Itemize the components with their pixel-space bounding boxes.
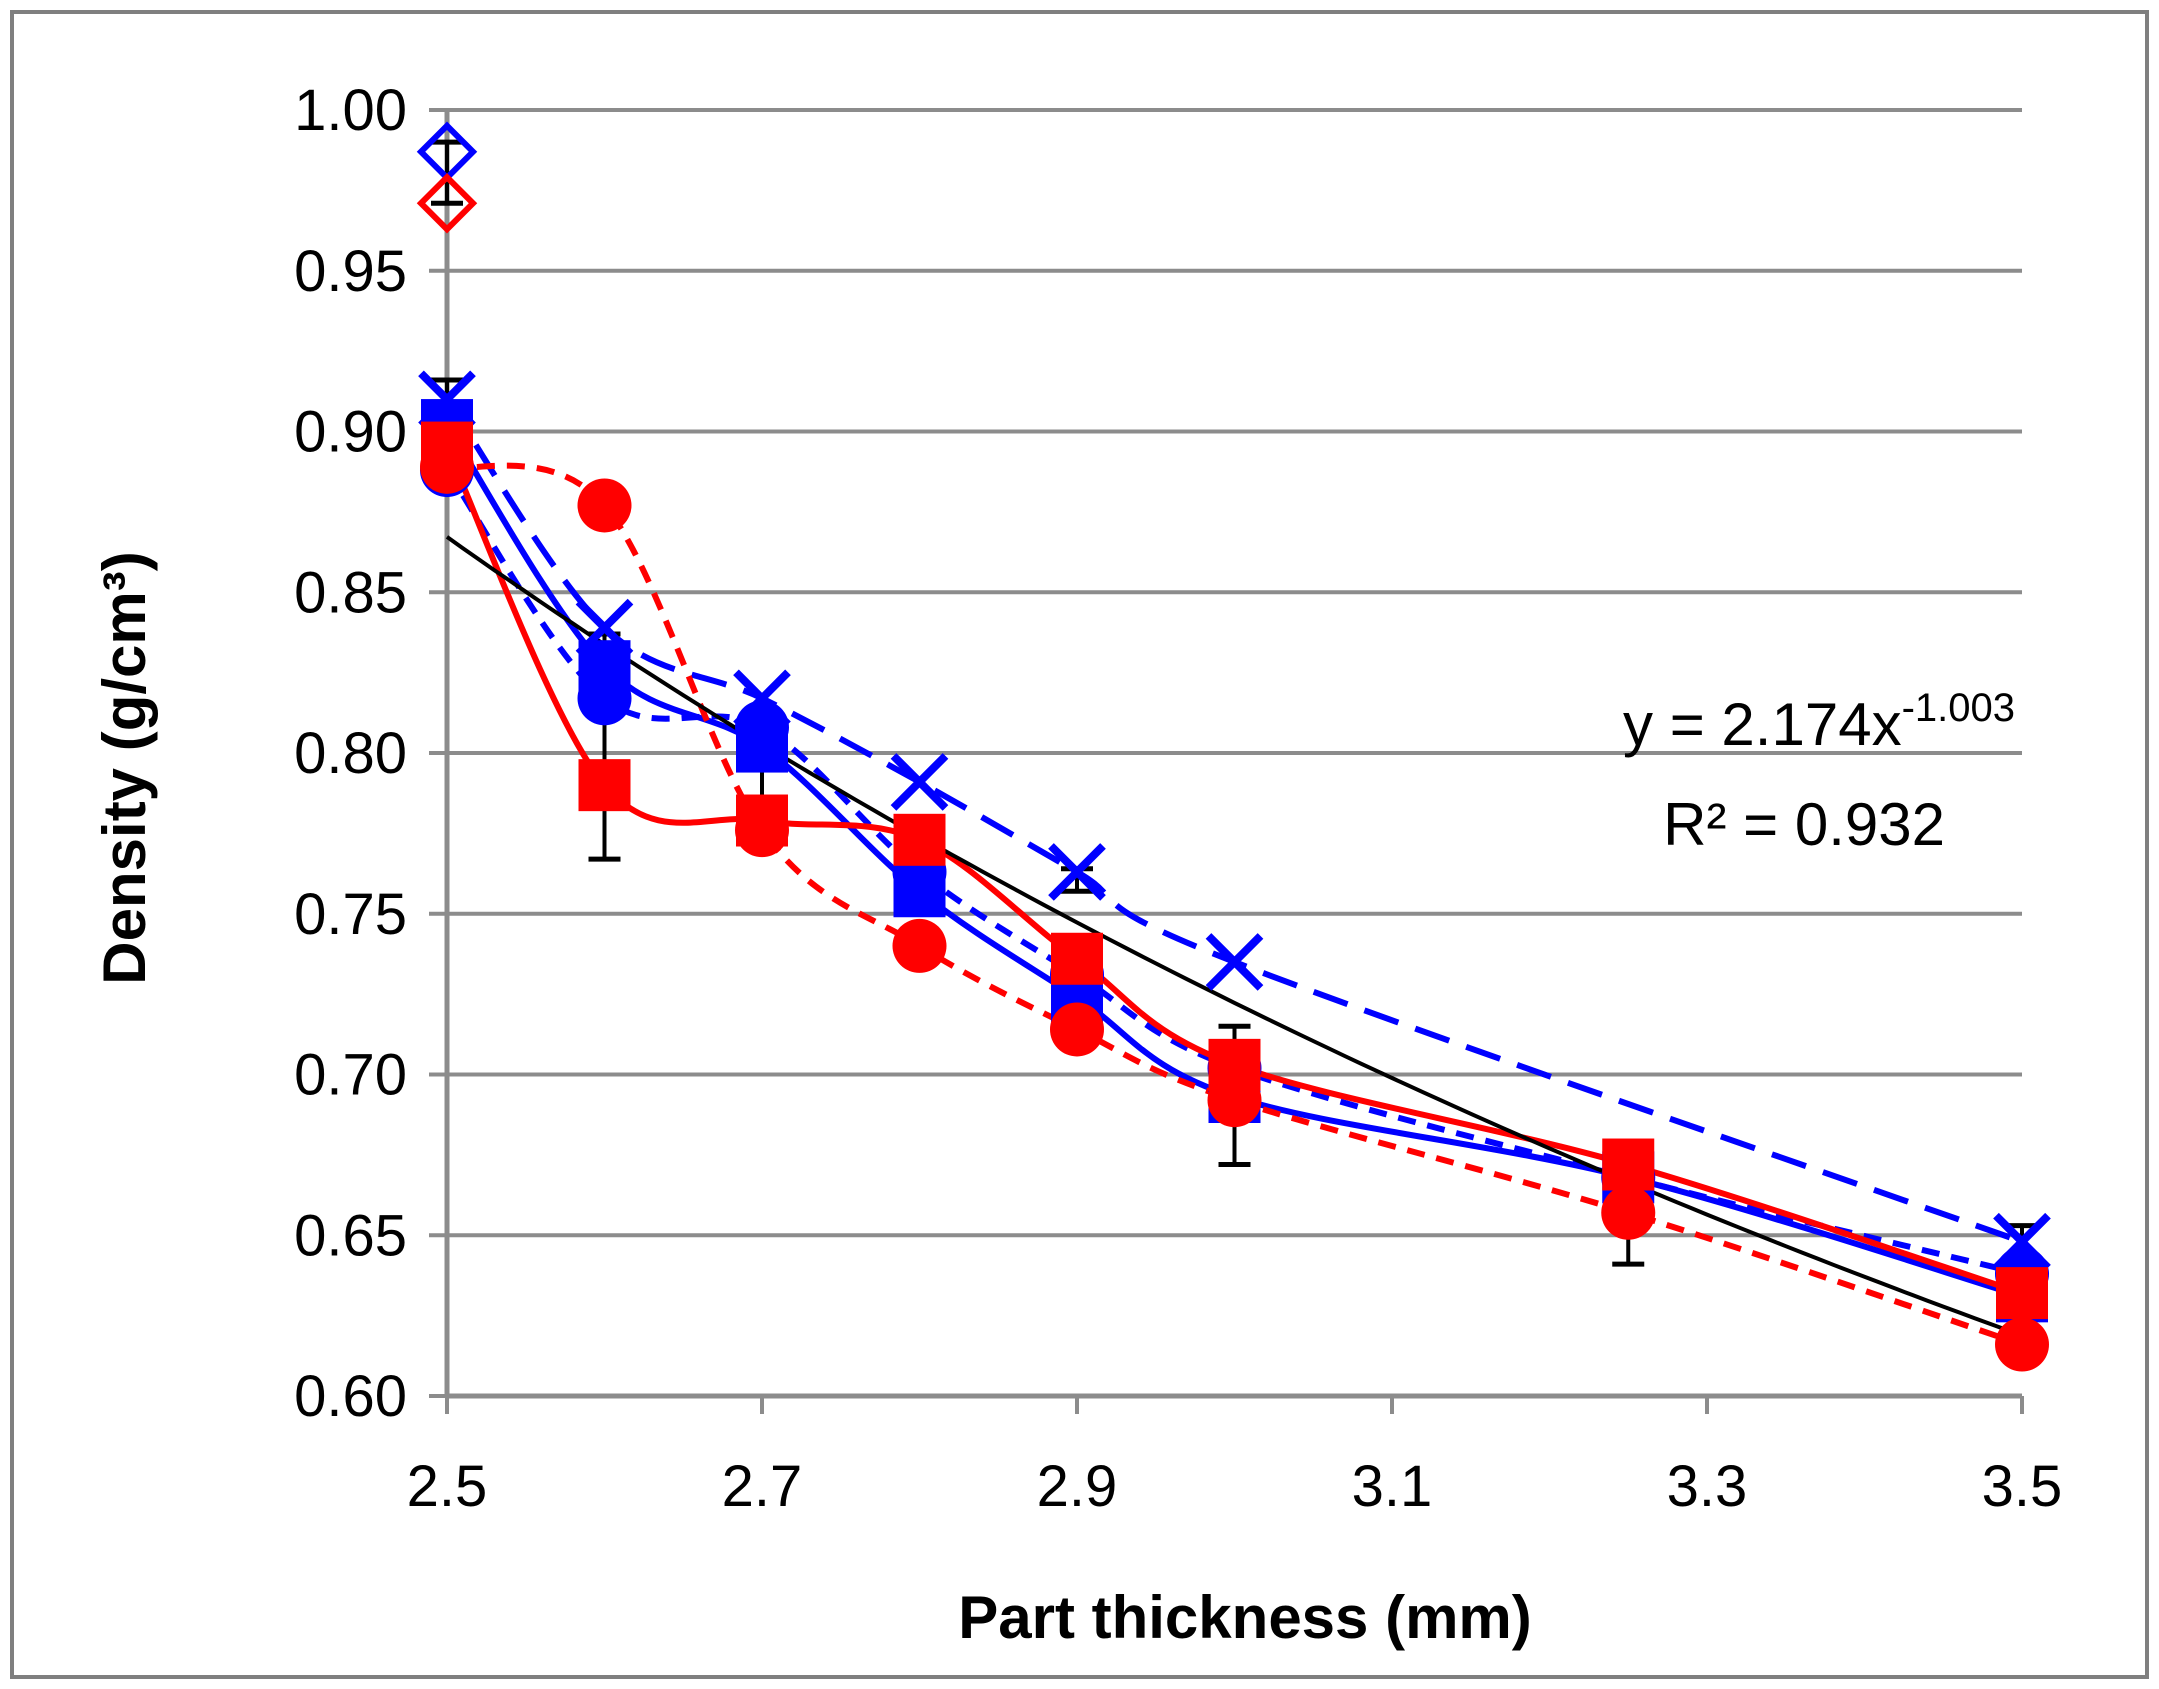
x-axis-title: Part thickness (mm) bbox=[958, 1584, 1532, 1651]
marker-red-square-solid bbox=[893, 813, 946, 866]
marker-red-circle-dashed bbox=[1601, 1185, 1656, 1240]
marker-blue-cross-dashed bbox=[1048, 843, 1106, 901]
marker-blue-cross-dashed-stroke-b bbox=[1048, 843, 1106, 901]
x-tick-label: 2.9 bbox=[1037, 1454, 1118, 1519]
x-tick-label: 3.5 bbox=[1982, 1454, 2063, 1519]
trendline-path bbox=[445, 535, 2023, 1338]
y-tick-label: 0.95 bbox=[294, 239, 407, 304]
y-tick-label: 0.75 bbox=[294, 882, 407, 947]
fit-equation-main: y = 2.174x bbox=[1623, 691, 1902, 758]
marker-red-circle-dashed bbox=[1995, 1317, 2049, 1372]
marker-blue-circle-dashed bbox=[735, 700, 789, 755]
x-tick-label: 2.5 bbox=[407, 1454, 488, 1519]
marker-red-square-solid bbox=[578, 759, 631, 812]
marker-blue-cross-dashed-stroke-b bbox=[890, 753, 949, 811]
chart-border bbox=[10, 10, 2149, 1679]
y-tick-label: 1.00 bbox=[294, 78, 407, 143]
fit-equation-exponent: -1.003 bbox=[1902, 686, 2015, 730]
marker-blue-cross-dashed bbox=[890, 753, 949, 811]
marker-red-circle-dashed bbox=[577, 478, 632, 533]
y-tick-label: 0.70 bbox=[294, 1043, 407, 1108]
marker-red-circle-dashed bbox=[892, 918, 947, 973]
trendline bbox=[445, 535, 2023, 1338]
x-tick-label: 2.7 bbox=[722, 1454, 803, 1519]
x-tick-label: 3.3 bbox=[1667, 1454, 1748, 1519]
y-tick-label: 0.60 bbox=[294, 1364, 407, 1429]
x-tick-label: 3.1 bbox=[1352, 1454, 1433, 1519]
fit-equation: y = 2.174x-1.003 bbox=[1623, 686, 2015, 758]
y-tick-label: 0.65 bbox=[294, 1203, 407, 1268]
marker-red-circle-dashed bbox=[1207, 1073, 1262, 1128]
marker-red-circle-dashed bbox=[1050, 1002, 1104, 1057]
marker-blue-cross-dashed-stroke-b bbox=[1205, 933, 1264, 991]
series-line-red-circle-dashed bbox=[446, 462, 2023, 1348]
y-tick-label: 0.85 bbox=[294, 560, 407, 625]
y-tick-labels: 0.60 0.65 0.70 0.75 0.80 0.85 0.90 0.95 1.00 bbox=[294, 78, 407, 1429]
x-tick-labels: 2.5 2.7 2.9 3.1 3.3 3.5 bbox=[407, 1454, 2063, 1519]
marker-red-square-solid bbox=[1051, 932, 1103, 985]
y-tick-label: 0.90 bbox=[294, 400, 407, 465]
axes bbox=[429, 108, 2024, 1414]
error-bar bbox=[431, 139, 463, 206]
marker-red-circle-dashed bbox=[735, 803, 789, 858]
fit-r-squared: R² = 0.932 bbox=[1663, 791, 1945, 858]
markers bbox=[416, 121, 2051, 1372]
marker-blue-circle-dashed bbox=[577, 671, 632, 726]
marker-red-square-solid bbox=[1996, 1267, 2048, 1320]
marker-blue-cross-dashed bbox=[1205, 933, 1264, 991]
y-tick-label: 0.80 bbox=[294, 721, 407, 786]
marker-red-square-solid bbox=[1602, 1138, 1655, 1191]
marker-red-circle-dashed bbox=[420, 439, 474, 494]
y-axis-title: Density (g/cm³) bbox=[91, 551, 158, 984]
marker-red-diamond bbox=[416, 172, 478, 234]
